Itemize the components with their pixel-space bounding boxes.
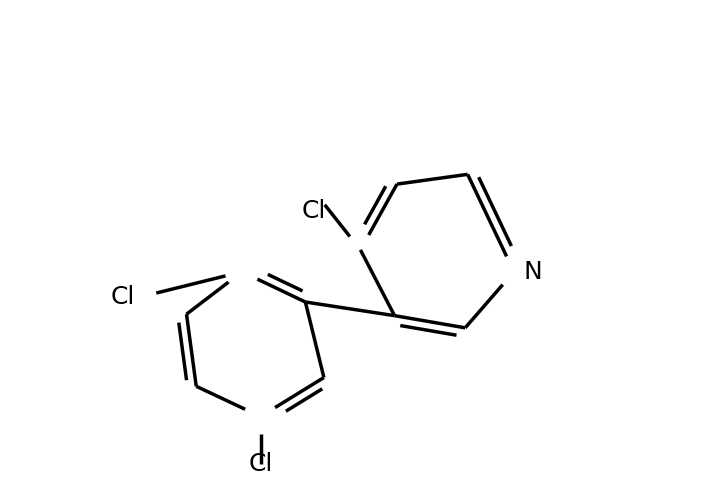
Text: Cl: Cl	[248, 452, 273, 476]
Text: Cl: Cl	[302, 199, 326, 223]
Text: N: N	[523, 260, 543, 284]
Text: Cl: Cl	[110, 285, 135, 309]
